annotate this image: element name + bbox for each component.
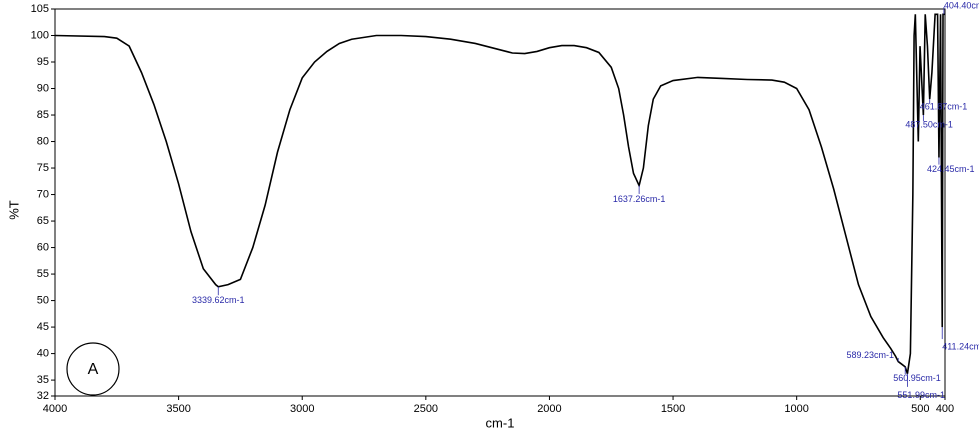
y-tick-label: 70 xyxy=(37,188,49,200)
y-tick-label: 50 xyxy=(37,294,49,306)
x-tick-label: 400 xyxy=(936,403,954,415)
annotation-label: 3339.62cm-1 xyxy=(192,295,245,305)
y-tick-label: 90 xyxy=(37,82,49,94)
x-tick-label: 3000 xyxy=(290,403,314,415)
annotation-label: 1637.26cm-1 xyxy=(613,194,666,204)
annotation-label: 411.24cm-1 xyxy=(942,341,979,351)
annotation-label: 487.50cm-1 xyxy=(905,119,953,129)
spectrum-line xyxy=(54,13,945,374)
y-tick-label: 40 xyxy=(37,347,49,359)
annotation-label: 461.87cm-1 xyxy=(920,101,968,111)
x-tick-label: 3500 xyxy=(166,403,190,415)
y-tick-label: 55 xyxy=(37,268,49,280)
annotation-label: 424.45cm-1 xyxy=(927,164,975,174)
x-tick-label: 4000 xyxy=(43,403,67,415)
y-tick-label: 85 xyxy=(37,109,49,121)
annotation-label: 404.40cm-1 xyxy=(944,0,979,10)
y-axis-label: %T xyxy=(6,200,21,220)
y-tick-label: 95 xyxy=(37,56,49,68)
panel-label: A xyxy=(88,361,99,378)
y-tick-label: 80 xyxy=(37,135,49,147)
y-tick-label: 100 xyxy=(31,29,49,41)
x-tick-label: 1000 xyxy=(784,403,808,415)
x-tick-label: 2000 xyxy=(537,403,561,415)
y-tick-label: 35 xyxy=(37,374,49,386)
annotation-label: 560.95cm-1 xyxy=(893,373,941,383)
x-tick-label: 500 xyxy=(911,403,929,415)
annotation-label: 551.99cm-1 xyxy=(897,390,945,400)
y-tick-label: 65 xyxy=(37,215,49,227)
y-tick-label: 32 xyxy=(37,390,49,402)
y-tick-label: 45 xyxy=(37,321,49,333)
plot-frame xyxy=(54,8,946,397)
x-axis-label: cm-1 xyxy=(486,415,515,430)
panel-circle xyxy=(66,342,120,396)
y-tick-label: 75 xyxy=(37,162,49,174)
y-tick-label: 105 xyxy=(31,3,49,15)
y-tick-label: 60 xyxy=(37,241,49,253)
annotation-label: 589.23cm-1 xyxy=(846,350,894,360)
x-tick-label: 1500 xyxy=(661,403,685,415)
x-tick-label: 2500 xyxy=(414,403,438,415)
